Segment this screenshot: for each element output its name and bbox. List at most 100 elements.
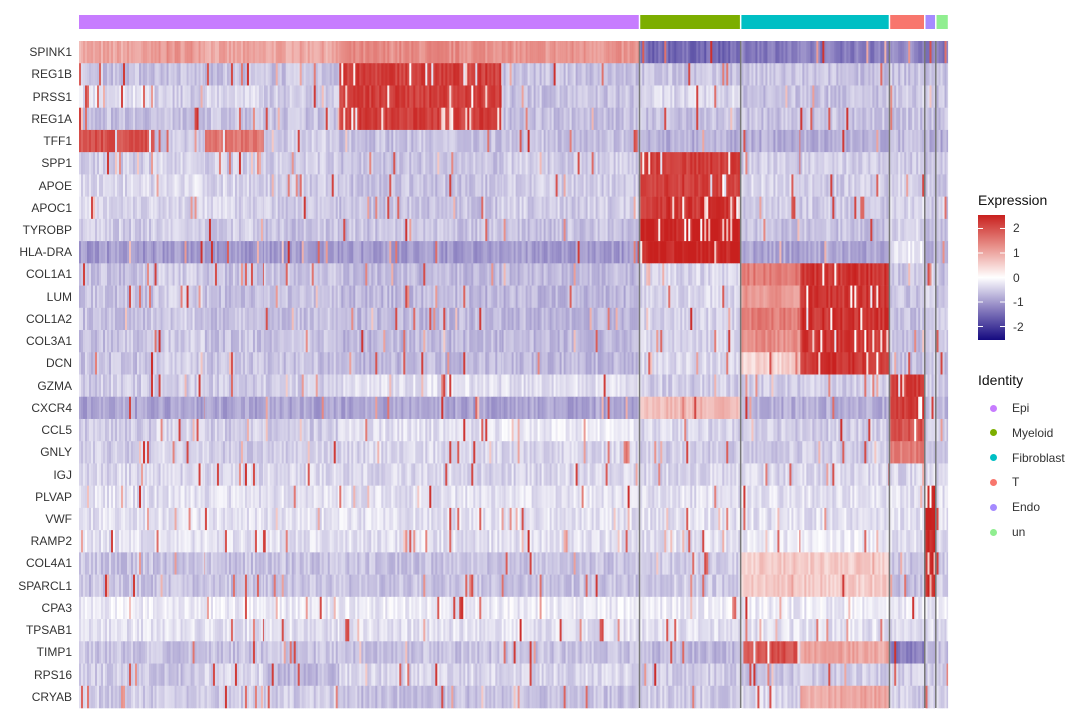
heatmap-cell [437,174,440,197]
heatmap-cell [363,41,366,64]
heatmap-cell [666,263,669,286]
heatmap-cell [397,196,400,220]
heatmap-cell [854,263,857,286]
heatmap-cell [755,41,758,64]
heatmap-cell [143,241,146,264]
heatmap-cell [625,241,628,264]
heatmap-cell [509,263,512,286]
heatmap-cell [192,129,195,153]
heatmap-cell [393,218,396,242]
heatmap-cell [864,63,867,86]
heatmap-cell [804,129,807,153]
heatmap-cell [182,196,185,220]
heatmap-cell [749,174,752,197]
heatmap-cell [741,174,744,197]
heatmap-cell [940,63,943,86]
heatmap-cell [569,41,572,64]
heatmap-cell [184,174,187,197]
heatmap-cell [724,63,727,86]
heatmap-cell [109,63,112,86]
heatmap-cell [166,285,169,309]
heatmap-cell [781,218,784,242]
heatmap-cell [413,129,416,153]
heatmap-cell [349,107,352,131]
heatmap-cell [619,85,622,108]
heatmap-cell [323,196,327,220]
heatmap-cell [83,174,86,197]
heatmap-cell [168,129,171,153]
heatmap-cell [141,107,144,131]
heatmap-cell [341,263,344,286]
heatmap-cell [200,85,203,108]
heatmap-cell [531,218,534,242]
heatmap-cell [654,174,657,197]
heatmap-cell [206,174,210,197]
heatmap-cell [429,196,432,220]
heatmap-cell [198,263,201,286]
heatmap-cell [212,174,216,197]
heatmap-cell [523,196,526,220]
heatmap-cell [577,107,580,131]
heatmap-cell [874,218,877,242]
heatmap-cell [734,85,737,108]
heatmap-cell [842,152,845,175]
heatmap-cell [417,85,420,108]
heatmap-cell [892,196,895,220]
heatmap-cell [79,218,82,242]
heatmap-cell [515,41,518,64]
heatmap-cell [377,218,380,242]
heatmap-cell [365,241,368,264]
heatmap-cell [507,85,510,108]
heatmap-cell [860,41,863,64]
heatmap-cell [858,107,861,131]
heatmap-cell [469,63,472,86]
heatmap-cell [726,107,729,131]
heatmap-cell [611,174,614,197]
heatmap-cell [791,85,794,108]
heatmap-cell [397,152,400,175]
heatmap-cell [942,218,945,242]
heatmap-cell [896,196,899,220]
heatmap-cell [755,63,758,86]
heatmap-cell [413,218,416,242]
heatmap-cell [751,63,754,86]
heatmap-cell [864,41,867,64]
heatmap-cell [668,263,671,286]
heatmap-cell [89,107,92,131]
heatmap-cell [369,285,372,309]
heatmap-cell [445,85,448,108]
heatmap-cell [425,129,428,153]
heatmap-cell [662,63,665,86]
heatmap-cell [373,263,376,286]
heatmap-cell [704,63,707,86]
heatmap-cell [331,107,335,131]
heatmap-cell [724,85,727,108]
heatmap-cell [840,263,843,286]
heatmap-cell [477,174,480,197]
heatmap-cell [475,85,478,108]
heatmap-cell [117,129,120,153]
heatmap-cell [293,263,297,286]
heatmap-cell [527,218,530,242]
heatmap-cell [777,41,780,64]
heatmap-cell [775,263,778,286]
heatmap-cell [688,85,691,108]
heatmap-cell [423,129,426,153]
heatmap-cell [421,174,424,197]
heatmap-cell [625,107,628,131]
heatmap-cell [158,263,161,286]
heatmap-cell [465,285,468,309]
heatmap-cell [192,63,195,86]
heatmap-cell [635,174,638,197]
heatmap-cell [289,174,293,197]
heatmap-cell [822,196,825,220]
heatmap-cell [880,196,883,220]
heatmap-cell [204,218,208,242]
heatmap-cell [129,218,132,242]
heatmap-cell [279,263,283,286]
heatmap-cell [541,41,544,64]
heatmap-cell [319,263,323,286]
heatmap-cell [745,129,748,153]
heatmap-cell [591,41,594,64]
heatmap-cell [501,174,502,197]
